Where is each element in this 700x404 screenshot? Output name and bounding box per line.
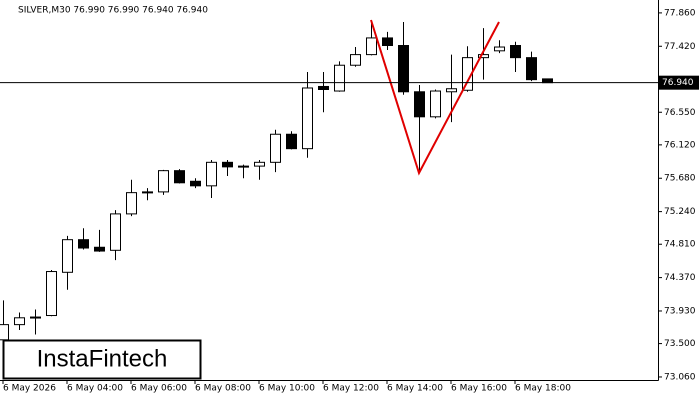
y-tick-label: 77.860 (664, 8, 696, 18)
x-tick-label: 6 May 12:00 (323, 384, 379, 394)
candle-body (334, 64, 345, 92)
y-tick-label: 73.930 (664, 306, 696, 316)
x-tick-label: 6 May 16:00 (451, 384, 507, 394)
candle-body (286, 133, 297, 150)
x-tick-label: 6 May 08:00 (195, 384, 251, 394)
candle-body (494, 46, 505, 52)
candle-body (510, 45, 521, 59)
logo: InstaFintech (37, 345, 168, 372)
candle-body (382, 37, 393, 47)
pattern-line (370, 19, 500, 176)
candle-body (222, 161, 233, 168)
candle-body (542, 78, 553, 84)
candle-body (270, 133, 281, 163)
candle-body (446, 88, 457, 93)
x-tick-label: 6 May 14:00 (387, 384, 443, 394)
last-price-box (659, 75, 699, 90)
candle-body (62, 239, 73, 273)
x-tick-label: 6 May 10:00 (259, 384, 315, 394)
x-tick-label: 6 May 18:00 (515, 384, 571, 394)
logo-box (2, 339, 202, 380)
y-tick-label: 76.550 (664, 108, 696, 118)
candle-body (254, 161, 265, 167)
last-price-label: 76.940 (662, 78, 694, 88)
candle-body (46, 271, 57, 317)
candle-body (414, 91, 425, 118)
candle-body (126, 192, 137, 215)
candle-body (94, 246, 105, 252)
y-tick-label: 74.370 (664, 273, 696, 283)
candle-body (302, 87, 313, 150)
candle-body (78, 239, 89, 249)
x-tick-label: 6 May 2026 (3, 384, 56, 394)
candle-body (430, 90, 441, 118)
candle-body (174, 170, 185, 184)
candle-body (350, 54, 361, 66)
candle-body (142, 191, 153, 194)
candle-body (206, 161, 217, 187)
candle-body (398, 45, 409, 93)
candle-body (318, 85, 329, 91)
candle-body (478, 54, 489, 59)
y-tick-label: 74.810 (664, 240, 696, 250)
x-tick-label: 6 May 04:00 (67, 384, 123, 394)
y-tick-label: 75.240 (664, 207, 696, 217)
candle-body (14, 317, 25, 326)
chart-info: SILVER,M30 76.990 76.990 76.940 76.940 (18, 6, 208, 16)
candle-body (110, 213, 121, 251)
y-tick-label: 76.120 (664, 140, 696, 150)
y-tick-label: 73.500 (664, 339, 696, 349)
y-tick-label: 73.060 (664, 372, 696, 382)
candle-body (526, 57, 537, 81)
candle-body (158, 170, 169, 193)
candle-body (238, 165, 249, 168)
y-tick-label: 75.680 (664, 174, 696, 184)
candle-body (366, 37, 377, 56)
candle-body (190, 180, 201, 187)
candle-body (30, 316, 41, 319)
candle-body (0, 324, 9, 341)
marks (0, 21, 553, 346)
y-tick-label: 77.420 (664, 42, 696, 52)
x-tick-label: 6 May 06:00 (131, 384, 187, 394)
